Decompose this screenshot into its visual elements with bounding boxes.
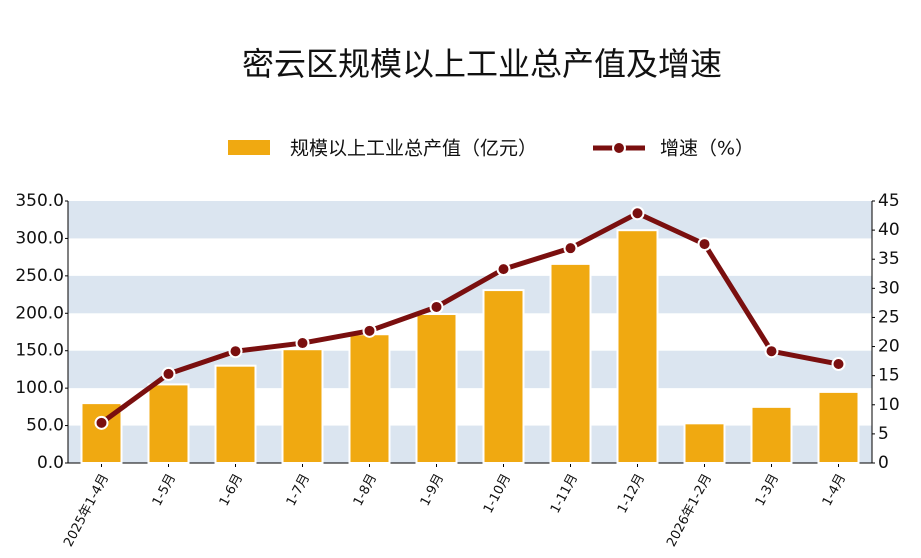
legend-swatch xyxy=(228,140,270,155)
y2-tick-label: 25 xyxy=(878,307,900,327)
line-marker xyxy=(429,299,444,314)
grid-band xyxy=(68,275,872,314)
y-tick-label: 200.0 xyxy=(15,303,64,323)
x-tick-label: 1-8月 xyxy=(351,471,380,508)
y2-tick-label: 15 xyxy=(878,366,900,386)
bar xyxy=(817,390,860,464)
y-tick-label: 0.0 xyxy=(37,453,64,473)
x-tick-label: 1-9月 xyxy=(418,471,447,508)
bar xyxy=(750,405,793,465)
grid-band xyxy=(68,201,872,239)
x-tick-label: 1-10月 xyxy=(481,471,514,516)
grid-band xyxy=(68,350,872,389)
x-tick-label: 1-5月 xyxy=(150,471,179,508)
line-marker xyxy=(295,336,310,351)
legend: 规模以上工业总产值（亿元） 增速（%） xyxy=(228,138,754,160)
y2-tick-label: 35 xyxy=(878,249,900,269)
line-marker xyxy=(697,237,712,252)
y-tick-label: 150.0 xyxy=(15,341,64,361)
bar xyxy=(616,229,659,464)
y2-tick-label: 0 xyxy=(878,453,889,473)
chart-title: 密云区规模以上工业总产值及增速 xyxy=(242,45,722,83)
x-tick-label: 2026年1-2月 xyxy=(664,471,715,549)
y2-tick-label: 5 xyxy=(878,424,889,444)
x-tick-label: 1-11月 xyxy=(548,471,581,516)
x-tick-label: 1-3月 xyxy=(753,471,782,508)
x-tick-label: 1-7月 xyxy=(284,471,313,508)
bar xyxy=(482,289,525,464)
line-marker xyxy=(764,344,779,359)
y-tick-label: 300.0 xyxy=(15,228,64,248)
x-tick-label: 1-4月 xyxy=(820,471,849,508)
y-tick-label: 250.0 xyxy=(15,266,64,286)
grid-band xyxy=(68,425,872,463)
bar xyxy=(415,313,458,464)
y-tick-label: 350.0 xyxy=(15,191,64,211)
bar xyxy=(549,262,592,464)
x-tick-label: 2025年1-4月 xyxy=(61,471,112,549)
line-marker xyxy=(496,262,511,277)
legend-label: 增速（%） xyxy=(660,138,754,160)
line-marker xyxy=(161,366,176,381)
bar xyxy=(281,348,324,464)
line-marker xyxy=(94,415,109,430)
x-tick-label: 1-12月 xyxy=(615,471,648,516)
bar xyxy=(214,364,257,464)
y-tick-label: 100.0 xyxy=(15,378,64,398)
legend-label: 规模以上工业总产值（亿元） xyxy=(290,138,537,160)
y2-tick-label: 30 xyxy=(878,278,900,298)
x-tick-label: 1-6月 xyxy=(217,471,246,508)
legend-swatch xyxy=(612,141,626,155)
y2-tick-label: 45 xyxy=(878,191,900,211)
bar xyxy=(147,383,190,464)
line-marker xyxy=(228,344,243,359)
y2-tick-label: 40 xyxy=(878,220,900,240)
line-marker xyxy=(630,206,645,221)
bar xyxy=(683,422,726,464)
line-marker xyxy=(563,241,578,256)
y2-tick-label: 10 xyxy=(878,395,900,415)
line-marker xyxy=(362,323,377,338)
bar xyxy=(348,333,391,465)
line-marker xyxy=(831,357,846,372)
y2-tick-label: 20 xyxy=(878,337,900,357)
y-tick-label: 50.0 xyxy=(26,416,64,436)
line xyxy=(100,210,839,425)
